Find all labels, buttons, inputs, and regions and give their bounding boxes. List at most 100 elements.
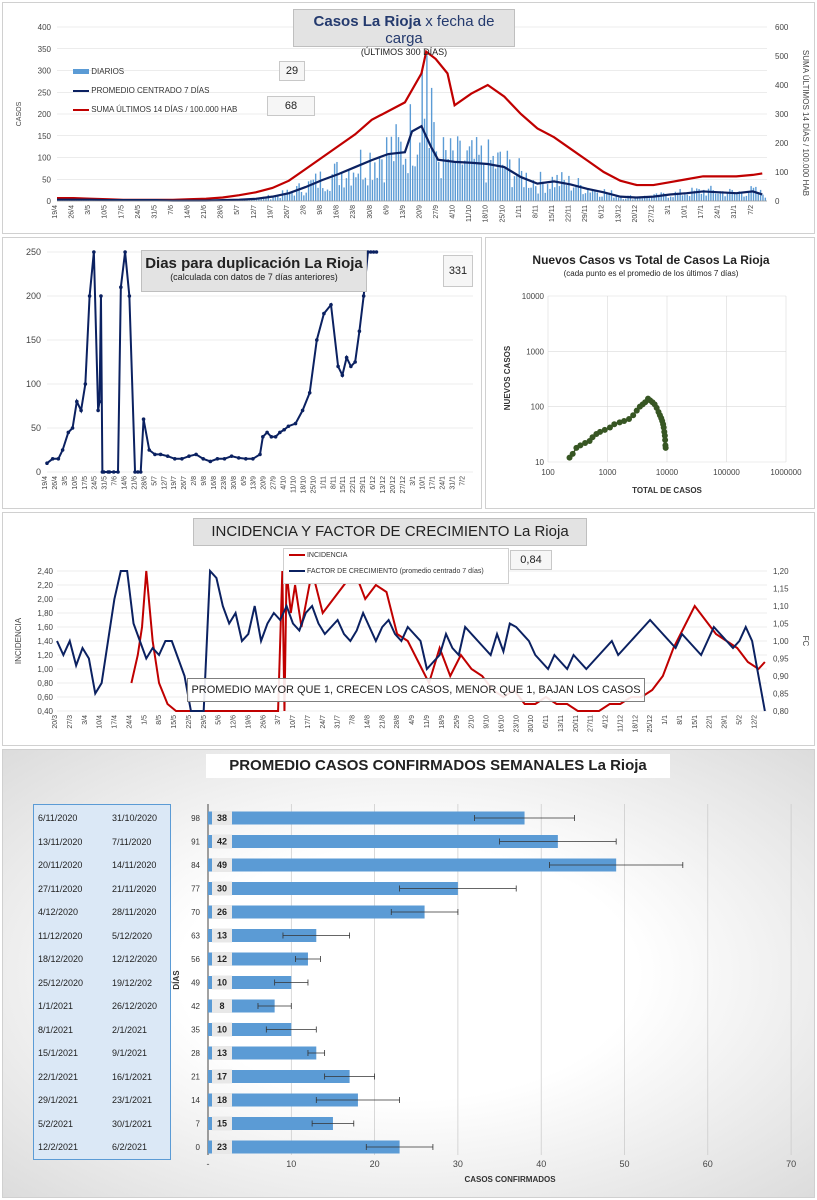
doubling-point (96, 408, 100, 413)
y-tick: 100 (531, 403, 545, 412)
daily-bar (270, 199, 272, 201)
legend-diarios: DIARIOS (73, 67, 124, 76)
x-tick: 18/10 (483, 205, 490, 223)
x-tick: 25/12 (647, 715, 654, 733)
daily-bar (523, 187, 525, 201)
daily-bar (404, 158, 407, 201)
daily-bar (563, 179, 565, 201)
x-tick: 2/10 (469, 715, 476, 729)
daily-bar (435, 151, 438, 201)
daily-bar (487, 139, 490, 201)
x-tick: 10/1 (420, 476, 427, 490)
daily-bar (658, 196, 660, 201)
x-tick: 8/11 (330, 476, 337, 489)
x-tick: 1000 (599, 468, 617, 477)
x-tick: 6/9 (383, 205, 390, 215)
legend-incidencia: INCIDENCIA (289, 552, 347, 559)
daily-bar (710, 185, 712, 201)
daily-bar (255, 199, 258, 201)
doubling-point (50, 457, 55, 461)
scatter-chart: 100 1000 10000 100000 100000010100100010000T… (503, 292, 802, 495)
daily-bar (341, 171, 343, 201)
daily-bar (348, 168, 350, 201)
daily-bar (400, 141, 402, 201)
x-tick: 5/2 (736, 715, 743, 725)
daily-bar (319, 171, 322, 201)
y-right-label: SUMA ÚLTIMOS 14 DÍAS / 100.000 HAB (801, 50, 810, 196)
y-right-tick: 100 (775, 168, 789, 177)
daily-bar (293, 195, 296, 201)
x-tick: 23/8 (350, 205, 357, 219)
x-tick: 25/10 (499, 205, 506, 223)
x-tick: 1/11 (516, 205, 523, 218)
doubling-point (357, 329, 362, 333)
daily-bar (336, 161, 338, 201)
doubling-point (123, 250, 127, 254)
x-tick: 10/4 (97, 715, 104, 729)
x-tick: 12/6 (231, 715, 238, 729)
week-start-date: 20/11/2020 (38, 860, 83, 870)
daily-bar (454, 162, 456, 201)
daily-bar (570, 190, 572, 201)
legend-suma: SUMA ÚLTIMOS 14 DÍAS / 100.000 HAB (73, 105, 237, 114)
scatter-chart-title: Nuevos Casos vs Total de Casos La Rioja (532, 253, 770, 267)
x-tick: 10/5 (102, 205, 109, 219)
x-tick: 11/10 (466, 205, 473, 222)
x-tick: 13/9 (400, 205, 407, 219)
daily-bar (752, 187, 755, 201)
y-right-tick: 300 (775, 110, 789, 119)
y-right-tick: 0 (775, 197, 780, 206)
x-tick: 11/12 (617, 715, 624, 732)
doubling-point (83, 382, 88, 386)
x-tick: 5/7 (151, 476, 158, 486)
daily-bar (568, 175, 570, 201)
scatter-point (582, 440, 589, 447)
daily-bar (546, 184, 549, 201)
daily-bar (622, 199, 625, 201)
daily-bar (724, 196, 726, 201)
daily-bar (703, 189, 705, 201)
doubling-point (344, 355, 349, 360)
daily-bar (762, 194, 764, 201)
daily-bar (416, 154, 419, 201)
doubling-point (87, 294, 92, 298)
y-right-tick: 0,85 (773, 690, 789, 699)
x-tick: 10/1 (682, 205, 689, 219)
daily-bar (284, 194, 286, 201)
doubling-point (187, 454, 191, 458)
x-tick: 20/9 (416, 205, 423, 219)
daily-bar (740, 193, 743, 201)
x-tick: 5/6 (216, 715, 223, 725)
x-tick: 23/10 (513, 715, 520, 733)
doubling-point (286, 424, 291, 429)
scatter-point (630, 412, 637, 419)
y-left-tick: 1,60 (37, 623, 53, 632)
x-tick: 21/6 (201, 205, 208, 219)
daily-bar (750, 186, 752, 201)
daily-bar (722, 191, 724, 201)
doubling-point (278, 430, 282, 435)
doubling-point (133, 470, 137, 474)
daily-bar (617, 197, 620, 201)
y-left-tick: 2,00 (37, 595, 53, 604)
week-start-date: 4/12/2020 (38, 907, 79, 917)
daily-bar (681, 195, 684, 201)
y-right-tick: 1,20 (773, 567, 789, 576)
x-tick: 11/9 (424, 715, 431, 728)
daily-bar (438, 161, 440, 201)
doubling-point (236, 456, 241, 460)
daily-bar (288, 191, 291, 201)
x-tick: 17/5 (118, 205, 125, 219)
x-tick: 3/1 (410, 476, 417, 486)
daily-bar (591, 190, 594, 201)
promedio-7-dias-line (57, 124, 763, 202)
daily-bar (350, 185, 352, 201)
y-tick: 250 (26, 247, 41, 257)
incidence-chart-title-box: INCIDENCIA Y FACTOR DE CRECIMIENTO La Ri… (193, 518, 587, 546)
x-tick: 15/11 (340, 476, 347, 493)
x-tick: 18/12 (632, 715, 639, 733)
daily-bar (641, 198, 643, 201)
daily-bar (355, 177, 357, 201)
daily-bar (338, 185, 341, 201)
daily-bar (693, 190, 696, 201)
